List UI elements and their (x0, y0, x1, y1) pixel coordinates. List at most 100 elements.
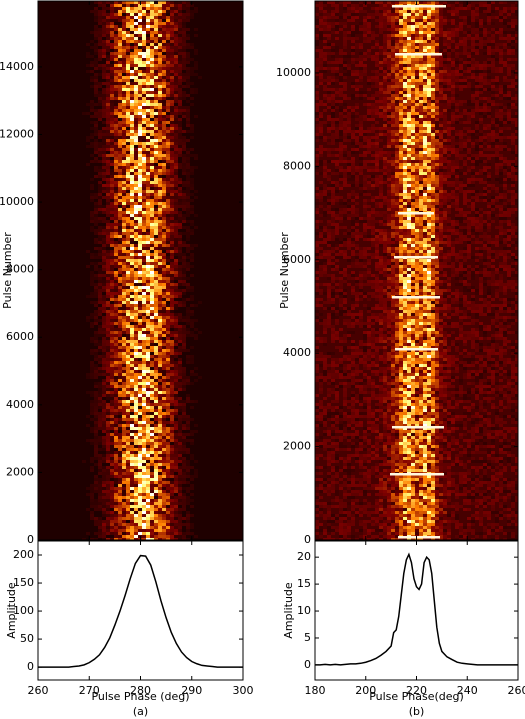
image-cell (134, 181, 138, 184)
image-cell (98, 238, 102, 241)
image-cell (170, 118, 174, 121)
image-cell (150, 91, 154, 94)
image-cell (182, 493, 186, 496)
image-cell (435, 25, 439, 28)
image-cell (162, 538, 166, 540)
image-cell (126, 490, 130, 493)
image-cell (154, 103, 158, 106)
image-cell (138, 16, 142, 19)
image-cell (182, 199, 186, 202)
image-cell (118, 232, 122, 235)
image-cell (114, 367, 118, 370)
image-cell (142, 7, 146, 10)
image-cell (150, 256, 154, 259)
image-cell (359, 7, 363, 10)
image-cell (126, 190, 130, 193)
image-cell (154, 49, 158, 52)
image-cell (114, 250, 118, 253)
image-cell (170, 388, 174, 391)
image-cell (471, 43, 475, 46)
image-cell (162, 79, 166, 82)
image-cell (126, 106, 130, 109)
image-cell (170, 454, 174, 457)
image-cell (130, 304, 134, 307)
image-cell (122, 199, 126, 202)
image-cell (134, 310, 138, 313)
image-cell (142, 385, 146, 388)
image-cell (98, 175, 102, 178)
image-cell (146, 295, 150, 298)
image-cell (138, 355, 142, 358)
image-cell (126, 448, 130, 451)
image-cell (134, 340, 138, 343)
image-cell (158, 187, 162, 190)
image-cell (98, 472, 102, 475)
image-cell (114, 511, 118, 514)
image-cell (391, 25, 395, 28)
image-cell (138, 163, 142, 166)
image-cell (90, 469, 94, 472)
image-cell (174, 217, 178, 220)
image-cell (178, 280, 182, 283)
image-cell (90, 466, 94, 469)
image-cell (134, 301, 138, 304)
image-cell (174, 475, 178, 478)
image-cell (110, 172, 114, 175)
image-cell (315, 34, 319, 37)
image-cell (114, 94, 118, 97)
image-cell (102, 88, 106, 91)
image-cell (154, 304, 158, 307)
image-cell (118, 184, 122, 187)
image-cell (146, 427, 150, 430)
image-cell (182, 523, 186, 526)
image-cell (154, 364, 158, 367)
image-cell (106, 412, 110, 415)
image-cell (122, 274, 126, 277)
image-cell (166, 376, 170, 379)
image-cell (114, 409, 118, 412)
image-cell (134, 463, 138, 466)
image-cell (130, 454, 134, 457)
image-cell (419, 34, 423, 37)
image-cell (331, 1, 335, 4)
image-cell (158, 520, 162, 523)
image-cell (126, 526, 130, 529)
image-cell (491, 37, 495, 40)
image-cell (154, 373, 158, 376)
image-cell (451, 34, 455, 37)
image-cell (162, 289, 166, 292)
image-cell (343, 40, 347, 43)
image-cell (319, 1, 323, 4)
image-cell (158, 55, 162, 58)
image-cell (118, 403, 122, 406)
image-cell (423, 43, 427, 46)
image-cell (178, 445, 182, 448)
image-cell (94, 37, 98, 40)
image-cell (150, 412, 154, 415)
image-cell (106, 208, 110, 211)
image-cell (427, 37, 431, 40)
image-cell (110, 481, 114, 484)
image-cell (142, 310, 146, 313)
image-cell (138, 388, 142, 391)
image-cell (154, 121, 158, 124)
image-cell (122, 277, 126, 280)
image-cell (186, 181, 190, 184)
image-cell (122, 379, 126, 382)
image-cell (375, 19, 379, 22)
image-cell (130, 271, 134, 274)
image-cell (186, 13, 190, 16)
image-cell (98, 361, 102, 364)
image-cell (158, 490, 162, 493)
image-cell (170, 325, 174, 328)
image-cell (98, 91, 102, 94)
image-cell (158, 265, 162, 268)
image-cell (154, 145, 158, 148)
image-cell (118, 421, 122, 424)
image-cell (130, 166, 134, 169)
image-cell (102, 196, 106, 199)
image-cell (102, 289, 106, 292)
image-cell (331, 10, 335, 13)
image-cell (170, 307, 174, 310)
image-cell (122, 487, 126, 490)
